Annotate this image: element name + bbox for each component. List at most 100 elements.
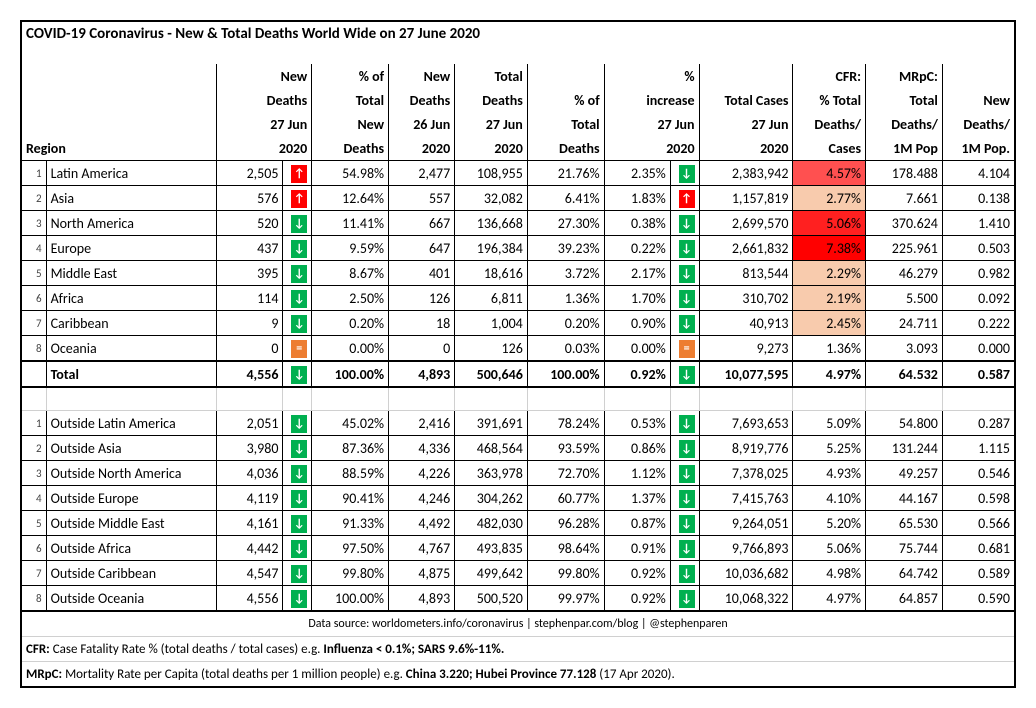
header-c5: Total	[527, 112, 604, 136]
trend-eq-icon: =	[679, 340, 695, 358]
header-region	[21, 64, 217, 88]
table-row: 6Africa114↓2.50%1266,8111.36%1.70%↓310,7…	[21, 286, 1015, 311]
header-region	[21, 88, 217, 112]
trend-down-icon: ↓	[679, 490, 695, 508]
header-c2: Deaths	[312, 136, 389, 161]
table-row: 2Outside Asia3,980↓87.36%4,336468,56493.…	[21, 436, 1015, 461]
trend-down-icon: ↓	[291, 240, 307, 258]
header-c3: 2020	[389, 136, 455, 161]
table-row: 4Europe437↓9.59%647196,38439.23%0.22%↓2,…	[21, 236, 1015, 261]
header-c10: Deaths/	[942, 112, 1015, 136]
trend-down-icon: ↓	[679, 290, 695, 308]
trend-up-icon: ↑	[679, 190, 695, 208]
header-c3: New	[389, 64, 455, 88]
trend-down-icon: ↓	[679, 465, 695, 483]
header-c9: Total	[866, 88, 943, 112]
trend-down-icon: ↓	[679, 240, 695, 258]
header-region: Region	[21, 136, 217, 161]
header-c10: 1M Pop.	[942, 136, 1015, 161]
trend-down-icon: ↓	[291, 290, 307, 308]
header-c4: Deaths	[455, 88, 528, 112]
header-c6: increase	[604, 88, 699, 112]
trend-down-icon: ↓	[291, 490, 307, 508]
header-c6: 2020	[604, 136, 699, 161]
header-c9: 1M Pop	[866, 136, 943, 161]
trend-down-icon: ↓	[291, 565, 307, 583]
header-c7	[699, 64, 793, 88]
table-row: 8Oceania0=0.00%01260.03%0.00%=9,2731.36%…	[21, 336, 1015, 362]
trend-eq-icon: =	[291, 340, 307, 358]
trend-down-icon: ↓	[291, 440, 307, 458]
header-c6: %	[604, 64, 699, 88]
cfr-definition: CFR: Case Fatality Rate % (total deaths …	[21, 637, 1015, 662]
header-c4: 27 Jun	[455, 112, 528, 136]
header-c3: 26 Jun	[389, 112, 455, 136]
header-c4: 2020	[455, 136, 528, 161]
trend-down-icon: ↓	[291, 515, 307, 533]
trend-down-icon: ↓	[291, 590, 307, 608]
trend-down-icon: ↓	[679, 415, 695, 433]
total-row: Total4,556↓100.00%4,893500,646100.00%0.9…	[21, 361, 1015, 387]
table-row: 8Outside Oceania4,556↓100.00%4,893500,52…	[21, 586, 1015, 612]
table-row: 3Outside North America4,036↓88.59%4,2263…	[21, 461, 1015, 486]
header-c3: Deaths	[389, 88, 455, 112]
table-row: 5Outside Middle East4,161↓91.33%4,492482…	[21, 511, 1015, 536]
header-c9: MRpC:	[866, 64, 943, 88]
trend-down-icon: ↓	[679, 265, 695, 283]
trend-down-icon: ↓	[679, 440, 695, 458]
header-c6: 27 Jun	[604, 112, 699, 136]
trend-down-icon: ↓	[291, 265, 307, 283]
trend-down-icon: ↓	[291, 465, 307, 483]
header-c2: New	[312, 112, 389, 136]
table-row: 4Outside Europe4,119↓90.41%4,246304,2626…	[21, 486, 1015, 511]
header-c8: CFR:	[793, 64, 866, 88]
header-c2: Total	[312, 88, 389, 112]
header-c5: Deaths	[527, 136, 604, 161]
table-row: 6Outside Africa4,442↓97.50%4,767493,8359…	[21, 536, 1015, 561]
header-c1: 2020	[217, 136, 312, 161]
trend-up-icon: ↑	[291, 190, 307, 208]
header-c7: Total Cases	[699, 88, 793, 112]
header-c10	[942, 64, 1015, 88]
header-c9: Deaths/	[866, 112, 943, 136]
mrpc-definition: MRpC: Mortality Rate per Capita (total d…	[21, 662, 1015, 688]
trend-down-icon: ↓	[291, 215, 307, 233]
table-row: 7Outside Caribbean4,547↓99.80%4,875499,6…	[21, 561, 1015, 586]
header-c5: % of	[527, 88, 604, 112]
header-c10: New	[942, 88, 1015, 112]
data-source: Data source: worldometers.info/coronavir…	[21, 611, 1015, 637]
table-row: 5Middle East395↓8.67%40118,6163.72%2.17%…	[21, 261, 1015, 286]
header-c8: % Total	[793, 88, 866, 112]
table-row: 7Caribbean9↓0.20%181,0040.20%0.90%↓40,91…	[21, 311, 1015, 336]
header-c1: 27 Jun	[217, 112, 312, 136]
trend-down-icon: ↓	[679, 215, 695, 233]
table-row: 1Latin America2,505↑54.98%2,477108,95521…	[21, 161, 1015, 186]
trend-down-icon: ↓	[679, 515, 695, 533]
header-c1: Deaths	[217, 88, 312, 112]
header-c8: Deaths/	[793, 112, 866, 136]
trend-down-icon: ↓	[679, 315, 695, 333]
trend-down-icon: ↓	[679, 590, 695, 608]
header-c4: Total	[455, 64, 528, 88]
header-c7: 27 Jun	[699, 112, 793, 136]
page-title: COVID-19 Coronavirus - New & Total Death…	[21, 21, 1015, 46]
covid-deaths-table: COVID-19 Coronavirus - New & Total Death…	[20, 20, 1016, 688]
header-c8: Cases	[793, 136, 866, 161]
table-row: 2Asia576↑12.64%55732,0826.41%1.83%↑1,157…	[21, 186, 1015, 211]
trend-down-icon: ↓	[679, 165, 695, 183]
header-c1: New	[217, 64, 312, 88]
table-row: 3North America520↓11.41%667136,66827.30%…	[21, 211, 1015, 236]
trend-down-icon: ↓	[679, 540, 695, 558]
table-row: 1Outside Latin America2,051↓45.02%2,4163…	[21, 411, 1015, 436]
trend-down-icon: ↓	[291, 540, 307, 558]
trend-down-icon: ↓	[291, 415, 307, 433]
trend-down-icon: ↓	[679, 366, 695, 384]
header-c2: % of	[312, 64, 389, 88]
trend-down-icon: ↓	[679, 565, 695, 583]
trend-up-icon: ↑	[291, 165, 307, 183]
header-c7: 2020	[699, 136, 793, 161]
trend-down-icon: ↓	[291, 366, 307, 384]
trend-down-icon: ↓	[291, 315, 307, 333]
header-c5	[527, 64, 604, 88]
header-region	[21, 112, 217, 136]
